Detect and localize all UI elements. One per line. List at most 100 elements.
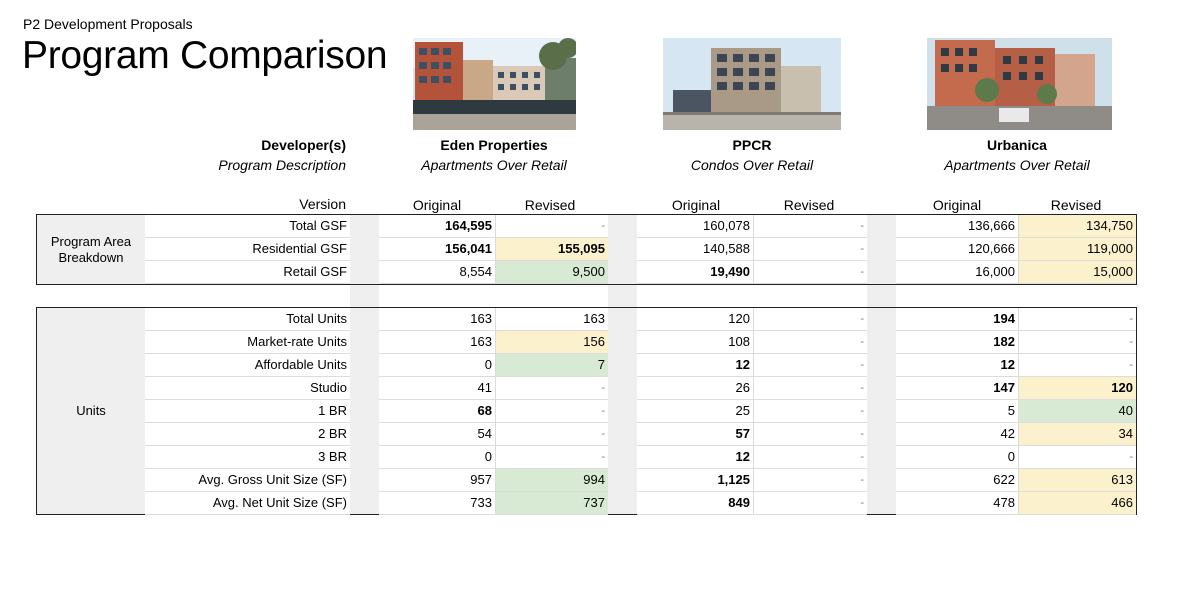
table-cell: -: [753, 261, 867, 284]
table-cell: -: [495, 215, 608, 238]
table-cell: 68: [379, 400, 495, 423]
page-kicker: P2 Development Proposals: [23, 16, 193, 32]
table-cell: 41: [379, 377, 495, 400]
table-cell: -: [753, 354, 867, 377]
version-original-urbanica: Original: [932, 197, 982, 213]
table-cell: 119,000: [1018, 238, 1136, 261]
program-area-section: [36, 214, 1137, 285]
table-cell: 194: [896, 308, 1018, 331]
gap-column: [608, 214, 637, 514]
table-cell: 163: [379, 308, 495, 331]
table-cell: 120: [1018, 377, 1136, 400]
table-cell: 156: [495, 331, 608, 354]
table-cell: 12: [896, 354, 1018, 377]
table-cell: 12: [637, 446, 753, 469]
table-cell: -: [1018, 354, 1136, 377]
developer-name-eden: Eden Properties: [440, 137, 548, 153]
table-cell: 163: [379, 331, 495, 354]
table-cell: 5: [896, 400, 1018, 423]
table-cell: 54: [379, 423, 495, 446]
gap-column: [350, 214, 379, 514]
column-divider: [753, 308, 754, 514]
table-cell: 140,588: [637, 238, 753, 261]
program-description-label: Program Description: [218, 157, 346, 173]
gap-column: [867, 214, 896, 514]
table-cell: -: [753, 446, 867, 469]
version-original-ppcr: Original: [671, 197, 721, 213]
section-label-units: Units: [37, 308, 145, 514]
table-cell: -: [753, 215, 867, 238]
table-cell: -: [1018, 446, 1136, 469]
ppcr-building-photo: [663, 38, 841, 130]
table-cell: -: [753, 469, 867, 492]
row-label: Total GSF: [145, 215, 350, 238]
table-cell: 9,500: [495, 261, 608, 284]
table-cell: -: [753, 308, 867, 331]
table-cell: -: [753, 238, 867, 261]
table-cell: 16,000: [896, 261, 1018, 284]
table-cell: 155,095: [495, 238, 608, 261]
version-revised-ppcr: Revised: [783, 197, 835, 213]
table-cell: 478: [896, 492, 1018, 515]
table-cell: 849: [637, 492, 753, 515]
table-cell: 0: [896, 446, 1018, 469]
column-divider: [1018, 215, 1019, 284]
table-cell: 1,125: [637, 469, 753, 492]
table-cell: 34: [1018, 423, 1136, 446]
table-cell: 136,666: [896, 215, 1018, 238]
eden-building-photo: [413, 38, 576, 130]
row-label: Affordable Units: [145, 354, 350, 377]
row-label: 1 BR: [145, 400, 350, 423]
developer-name-ppcr: PPCR: [732, 137, 772, 153]
table-cell: 147: [896, 377, 1018, 400]
table-cell: 957: [379, 469, 495, 492]
table-cell: -: [1018, 308, 1136, 331]
table-cell: 25: [637, 400, 753, 423]
table-cell: -: [495, 400, 608, 423]
table-cell: 733: [379, 492, 495, 515]
column-divider: [495, 308, 496, 514]
developer-description-urbanica: Apartments Over Retail: [944, 157, 1090, 173]
version-label: Version: [299, 196, 346, 212]
table-cell: 0: [379, 354, 495, 377]
table-cell: 164,595: [379, 215, 495, 238]
table-cell: 12: [637, 354, 753, 377]
version-revised-urbanica: Revised: [1050, 197, 1102, 213]
table-cell: 160,078: [637, 215, 753, 238]
row-label: Avg. Gross Unit Size (SF): [145, 469, 350, 492]
developer-name-urbanica: Urbanica: [987, 137, 1047, 153]
developers-label: Developer(s): [261, 137, 346, 153]
table-cell: 42: [896, 423, 1018, 446]
table-cell: 163: [495, 308, 608, 331]
table-cell: 8,554: [379, 261, 495, 284]
table-cell: -: [1018, 331, 1136, 354]
table-cell: -: [753, 423, 867, 446]
row-label: Studio: [145, 377, 350, 400]
table-cell: 26: [637, 377, 753, 400]
table-cell: -: [495, 377, 608, 400]
table-cell: 120,666: [896, 238, 1018, 261]
row-label: 3 BR: [145, 446, 350, 469]
table-cell: 57: [637, 423, 753, 446]
table-cell: 15,000: [1018, 261, 1136, 284]
column-divider: [495, 215, 496, 284]
table-cell: 134,750: [1018, 215, 1136, 238]
table-cell: 156,041: [379, 238, 495, 261]
table-cell: 737: [495, 492, 608, 515]
version-revised-eden: Revised: [524, 197, 576, 213]
row-label: 2 BR: [145, 423, 350, 446]
developer-description-ppcr: Condos Over Retail: [690, 157, 814, 173]
table-cell: -: [495, 423, 608, 446]
table-cell: 19,490: [637, 261, 753, 284]
column-divider: [753, 215, 754, 284]
page-title: Program Comparison: [22, 34, 388, 77]
table-cell: -: [495, 446, 608, 469]
section-label-program-area: Program Area Breakdown: [37, 215, 145, 284]
version-original-eden: Original: [412, 197, 462, 213]
table-cell: 7: [495, 354, 608, 377]
table-cell: -: [753, 400, 867, 423]
row-label: Market-rate Units: [145, 331, 350, 354]
row-label: Avg. Net Unit Size (SF): [145, 492, 350, 515]
table-cell: 466: [1018, 492, 1136, 515]
table-cell: 622: [896, 469, 1018, 492]
